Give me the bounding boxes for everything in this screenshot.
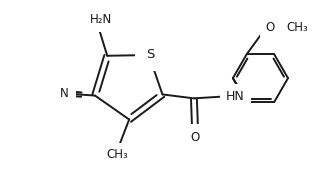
Text: CH₃: CH₃ xyxy=(286,21,308,34)
Text: O: O xyxy=(190,131,199,144)
Text: HN: HN xyxy=(226,90,245,103)
Text: S: S xyxy=(146,48,154,61)
Text: H₂N: H₂N xyxy=(90,13,112,26)
Text: N: N xyxy=(60,87,69,100)
Text: O: O xyxy=(266,21,275,34)
Text: CH₃: CH₃ xyxy=(107,148,128,161)
